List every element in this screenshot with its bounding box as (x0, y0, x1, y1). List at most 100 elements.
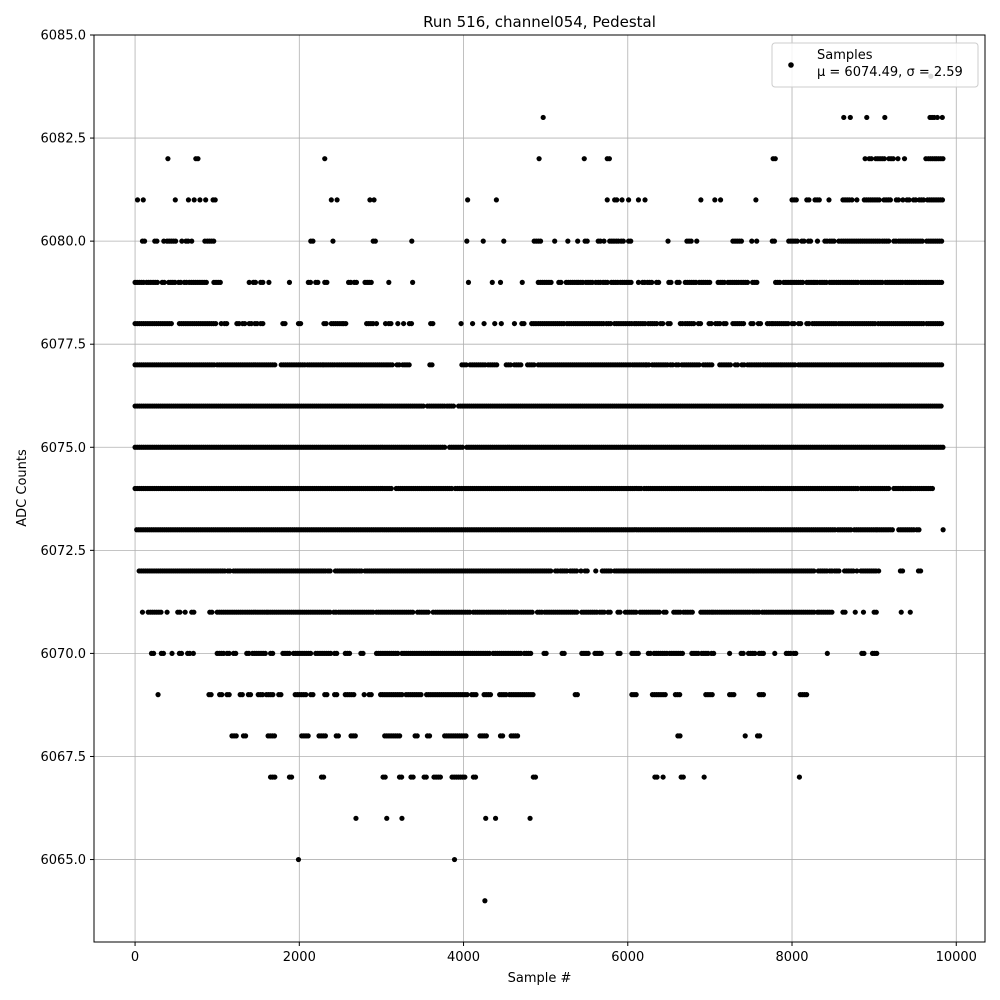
data-point (881, 156, 887, 162)
data-point (601, 609, 607, 615)
data-point (677, 692, 683, 698)
data-point (860, 609, 867, 615)
data-point (793, 650, 799, 657)
data-point (259, 692, 266, 698)
data-point (472, 774, 479, 780)
chart-title: Run 516, channel054, Pedestal (423, 13, 656, 31)
data-point (585, 650, 591, 657)
data-point (463, 362, 469, 368)
data-point (450, 403, 457, 409)
data-point (242, 733, 249, 739)
data-point (712, 197, 718, 203)
data-point (172, 197, 178, 203)
data-point (633, 692, 639, 698)
data-point (330, 238, 336, 244)
data-point (211, 238, 217, 244)
data-point (794, 238, 800, 244)
data-point (173, 238, 179, 244)
data-point (886, 485, 892, 492)
data-point (226, 650, 232, 657)
data-point (254, 320, 260, 327)
data-point (540, 114, 546, 121)
data-point (195, 156, 201, 162)
data-point (396, 362, 402, 368)
data-point (694, 238, 700, 244)
data-point (654, 774, 660, 780)
data-point (558, 279, 564, 285)
data-point (483, 733, 489, 739)
data-point (727, 362, 734, 368)
data-point (462, 774, 468, 780)
data-point (689, 609, 695, 615)
data-point (561, 650, 567, 657)
data-point (939, 238, 945, 244)
data-point (334, 692, 340, 698)
data-point (721, 279, 727, 285)
data-point (862, 156, 868, 162)
data-point (305, 733, 311, 739)
data-point (829, 609, 835, 615)
data-point (750, 320, 756, 327)
data-point (890, 156, 896, 162)
data-point (242, 320, 248, 327)
data-point (842, 609, 848, 615)
data-point (711, 650, 717, 657)
data-point (709, 692, 715, 698)
data-point (617, 609, 623, 615)
data-point (601, 238, 607, 244)
data-point (260, 279, 266, 285)
data-point (334, 650, 340, 657)
data-point (323, 320, 329, 327)
data-point (324, 692, 330, 698)
y-tick-label: 6070.0 (41, 647, 87, 662)
data-point (565, 238, 571, 244)
data-point (691, 320, 697, 327)
data-point (608, 568, 614, 574)
data-point (801, 238, 807, 244)
data-point (760, 692, 767, 698)
data-point (831, 238, 837, 244)
data-point (593, 568, 599, 574)
data-point (459, 444, 465, 450)
data-point (262, 650, 268, 657)
data-point (155, 692, 161, 698)
data-point (286, 650, 292, 657)
data-point (282, 320, 288, 327)
data-point (918, 568, 924, 574)
data-point (575, 238, 581, 244)
data-point (619, 197, 625, 203)
data-point (854, 568, 860, 574)
data-point (467, 609, 473, 615)
data-point (757, 320, 764, 327)
data-point (169, 650, 175, 657)
data-point (177, 609, 183, 615)
data-point (272, 774, 278, 780)
data-point (191, 197, 197, 203)
data-point (418, 692, 424, 698)
data-point (688, 238, 694, 244)
data-point (734, 362, 741, 368)
y-tick-label: 6085.0 (41, 29, 87, 44)
data-point (660, 320, 666, 327)
data-point (239, 692, 245, 698)
data-point (723, 320, 729, 327)
data-point (400, 320, 407, 327)
data-point (351, 692, 357, 698)
data-point (469, 320, 476, 327)
data-point (531, 362, 537, 368)
data-point (497, 279, 504, 285)
data-point (889, 527, 895, 533)
data-point (399, 774, 405, 780)
data-point (410, 279, 416, 285)
data-point (178, 650, 185, 657)
data-point (527, 815, 533, 821)
legend-marker (788, 62, 794, 68)
data-point (321, 774, 327, 780)
data-point (836, 568, 842, 574)
data-point (628, 279, 634, 285)
data-point (939, 197, 946, 203)
data-point (901, 156, 908, 162)
data-point (709, 362, 715, 368)
data-point (708, 320, 714, 327)
data-point (698, 197, 704, 203)
